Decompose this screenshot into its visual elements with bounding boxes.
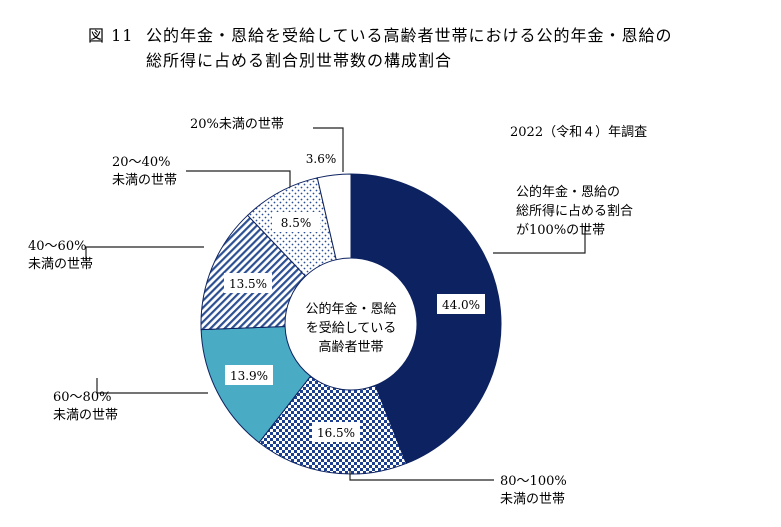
value-label: 3.6%: [306, 152, 337, 166]
category-label: が100%の世帯: [516, 223, 605, 238]
category-label: 20%未満の世帯: [190, 117, 284, 132]
value-label-box: [272, 212, 320, 232]
category-label: 80〜100%: [500, 474, 567, 489]
value-label: 16.5%: [317, 426, 355, 440]
category-label: 20〜40%: [112, 155, 170, 170]
category-label: 未満の世帯: [500, 492, 565, 507]
value-label-box: [224, 273, 272, 293]
chart-title-line-2: 総所得に占める割合別世帯数の構成割合: [146, 51, 452, 70]
figure-number: 図 11: [88, 26, 133, 45]
value-label: 13.5%: [229, 277, 267, 291]
value-labels: 44.0% 16.5% 13.9% 13.5% 8.5% 3.6%: [224, 152, 485, 442]
value-label-box: [312, 422, 360, 442]
value-label-box: [437, 294, 485, 314]
leader-line: [493, 227, 586, 254]
leader-line: [85, 246, 204, 261]
center-label-line-1: 公的年金・恩給: [305, 301, 396, 317]
category-label: 未満の世帯: [53, 408, 118, 423]
value-label: 8.5%: [281, 216, 312, 230]
category-label: 60〜80%: [53, 390, 111, 405]
survey-note: 2022（令和４）年調査: [510, 125, 647, 140]
center-label-line-2: を受給している: [306, 321, 397, 336]
category-label: 未満の世帯: [28, 257, 93, 272]
category-label: 総所得に占める割合: [516, 203, 633, 219]
slice-under-20: [316, 173, 352, 261]
value-label-box: [225, 365, 273, 385]
chart-title-line-1: 公的年金・恩給を受給している高齢者世帯における公的年金・恩給の: [146, 26, 673, 45]
value-label: 44.0%: [442, 298, 480, 312]
leader-lines: [85, 127, 586, 481]
leader-line: [96, 378, 208, 394]
category-label: 公的年金・恩給の: [516, 184, 620, 200]
leader-line: [186, 170, 291, 187]
center-label-line-3: 高齢者世帯: [318, 339, 383, 355]
leader-line: [313, 127, 344, 172]
category-label: 40〜60%: [28, 239, 86, 254]
category-label: 未満の世帯: [112, 173, 177, 188]
value-label: 13.9%: [230, 369, 268, 383]
leader-line: [349, 469, 494, 481]
slice-100: [350, 173, 502, 465]
